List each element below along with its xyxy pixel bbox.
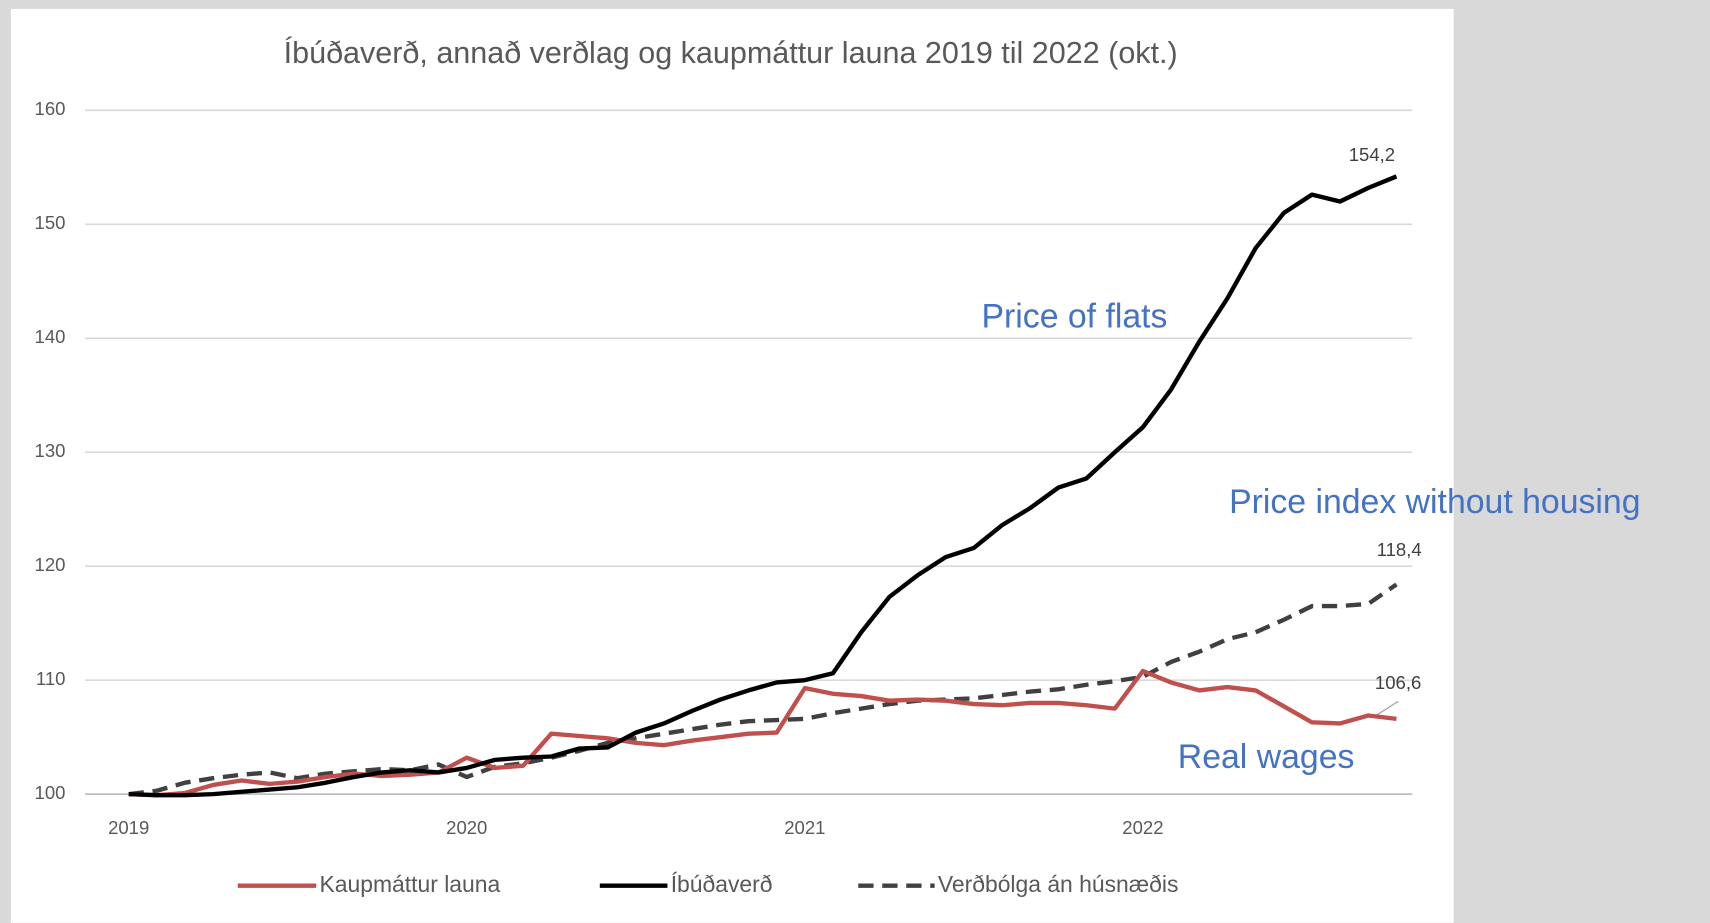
y-tick-label: 160 xyxy=(35,98,66,119)
legend-label: Kaupmáttur launa xyxy=(320,871,501,897)
leader-line xyxy=(1373,700,1399,718)
x-tick-label: 2019 xyxy=(108,817,149,838)
y-tick-label: 130 xyxy=(35,440,66,461)
y-tick-label: 140 xyxy=(35,326,66,347)
data-label: 118,4 xyxy=(1377,539,1422,560)
y-tick-label: 100 xyxy=(35,782,66,803)
legend-label: Verðbólga án húsnæðis xyxy=(938,871,1179,897)
annotation: Price of flats xyxy=(982,298,1168,336)
line-series xyxy=(128,174,1398,798)
annotation: Real wages xyxy=(1178,738,1355,776)
chart-panel xyxy=(10,8,1454,923)
data-label: 106,6 xyxy=(1375,672,1421,693)
y-tick-label: 120 xyxy=(35,554,66,575)
y-tick-label: 150 xyxy=(35,212,66,233)
x-tick-label: 2022 xyxy=(1122,817,1163,838)
line-series xyxy=(128,668,1397,798)
x-tick-label: 2020 xyxy=(446,817,487,838)
legend-label: Íbúðaverð xyxy=(671,871,773,897)
y-tick-label: 110 xyxy=(36,668,66,689)
data-label: 154,2 xyxy=(1349,144,1395,165)
x-tick-label: 2021 xyxy=(784,817,825,838)
chart-title: Íbúðaverð, annað verðlag og kaupmáttur l… xyxy=(284,35,1178,70)
annotation: Price index without housing xyxy=(1229,483,1640,521)
